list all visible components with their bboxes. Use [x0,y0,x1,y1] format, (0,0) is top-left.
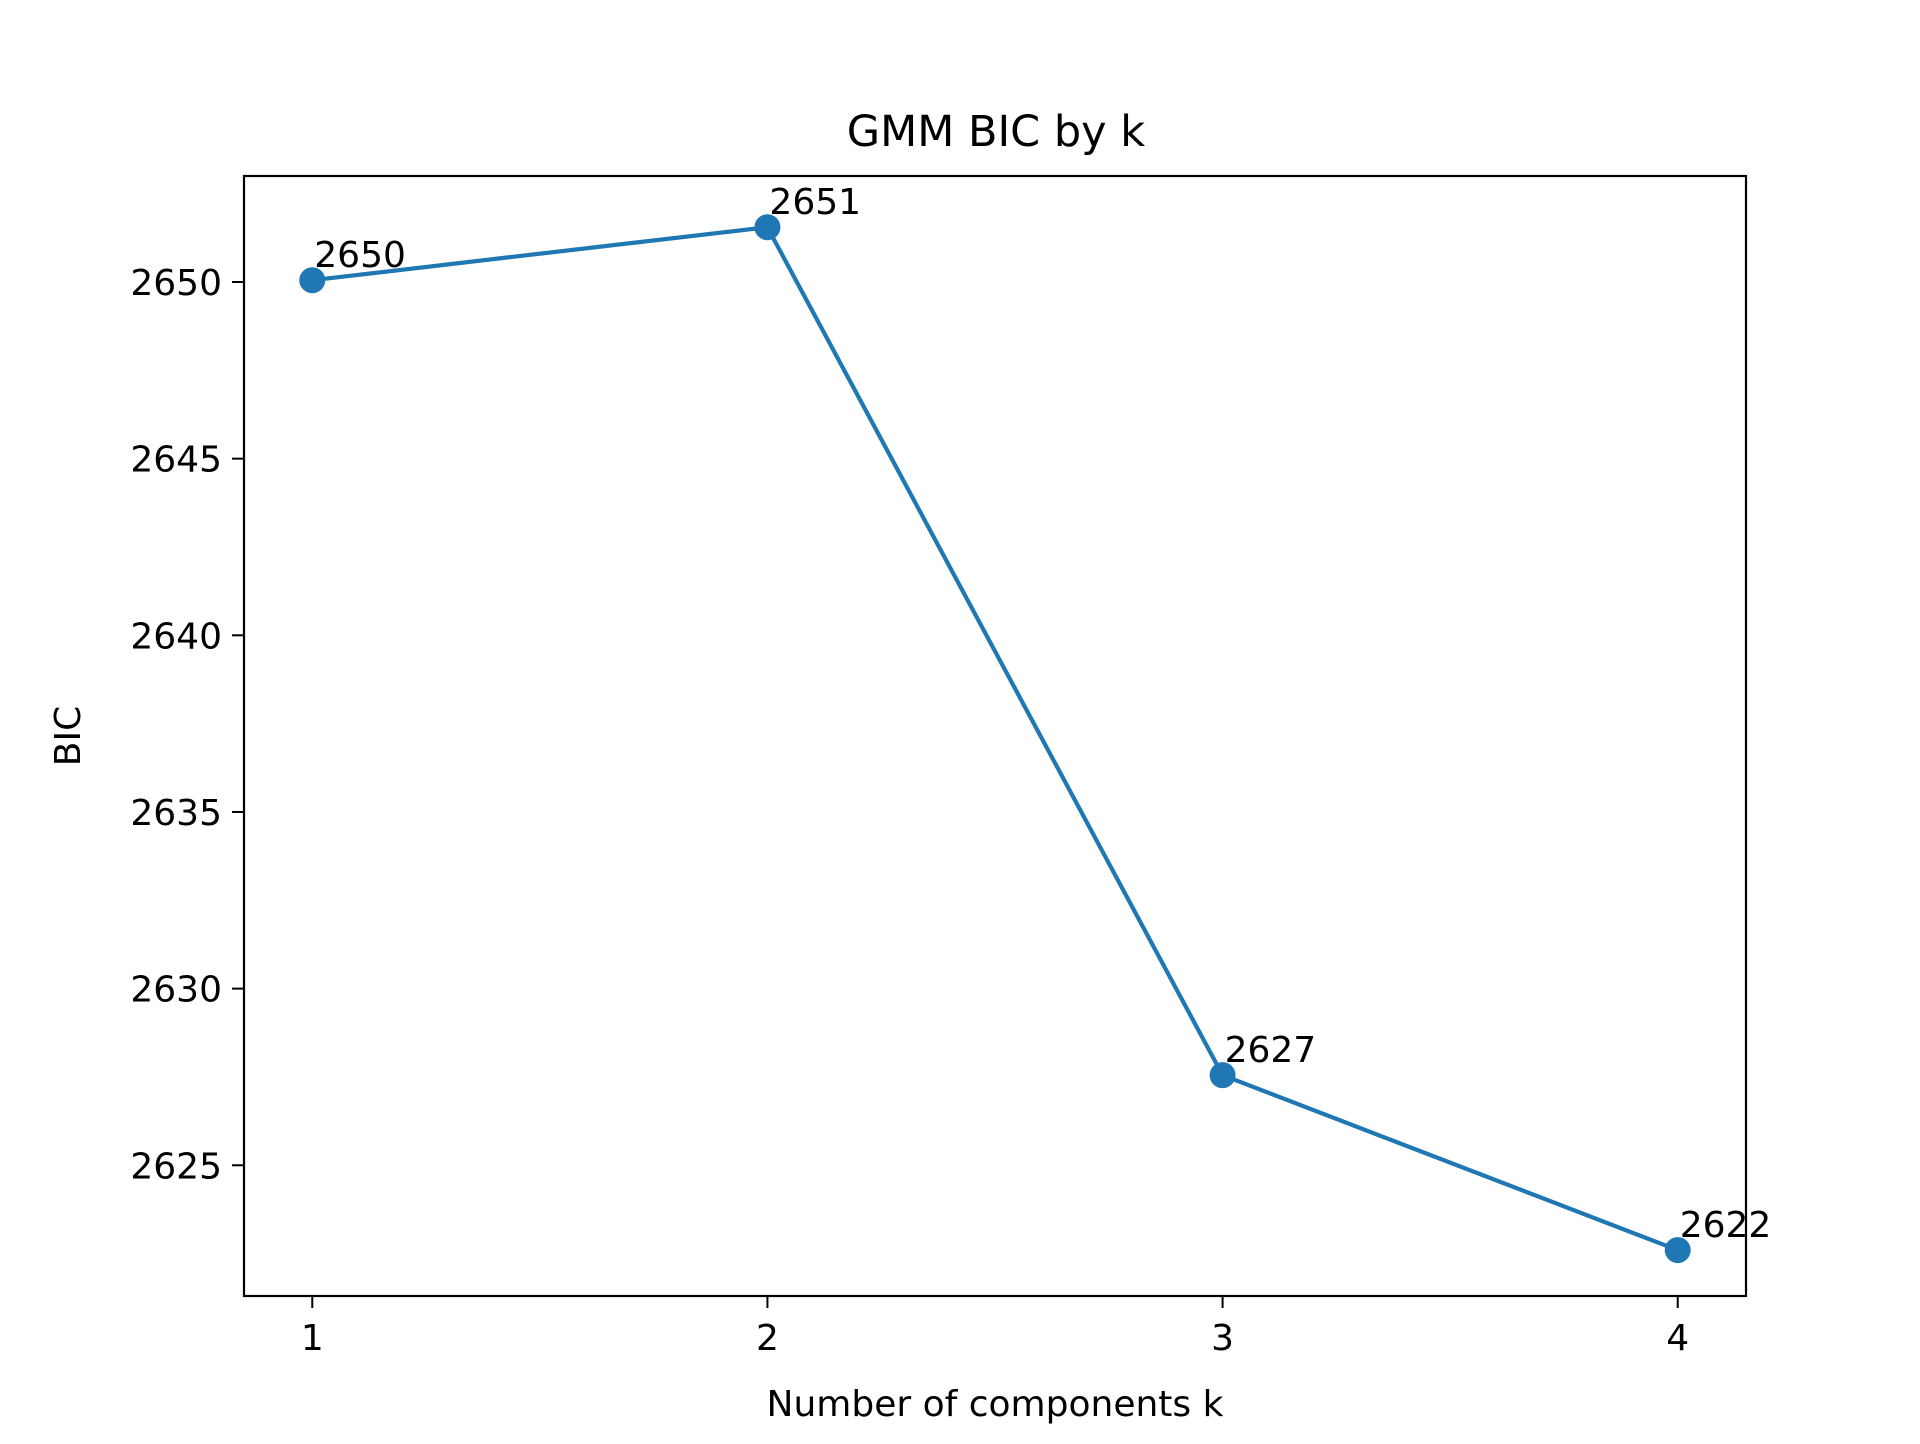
chart-title: GMM BIC by k [847,107,1145,157]
plot-frame [242,174,1748,1298]
data-point [754,214,781,241]
data-label: 2627 [1225,1030,1317,1071]
plot-area: 2650 2651 2627 2622 [299,182,1772,1264]
x-tick-label: 2 [756,1318,779,1359]
x-axis: 1 2 3 4 [301,1296,1689,1359]
data-point [299,267,326,294]
x-tick-label: 3 [1211,1318,1234,1359]
y-axis-label: BIC [48,706,89,766]
data-point [1209,1062,1236,1089]
data-label: 2622 [1680,1205,1772,1246]
data-point [1664,1237,1691,1264]
y-axis: 2625 2630 2635 2640 2645 2650 [130,263,244,1187]
y-tick-label: 2635 [130,793,222,834]
data-label: 2651 [769,182,861,223]
y-tick-label: 2625 [130,1146,222,1187]
y-tick-label: 2630 [130,970,222,1011]
y-tick-label: 2640 [130,616,222,657]
y-tick-label: 2650 [130,263,222,304]
series-line [312,225,1679,1253]
y-tick-label: 2645 [130,440,222,481]
data-label: 2650 [314,235,406,276]
x-axis-label: Number of components k [767,1384,1224,1425]
x-tick-label: 1 [301,1318,324,1359]
x-tick-label: 4 [1666,1318,1689,1359]
